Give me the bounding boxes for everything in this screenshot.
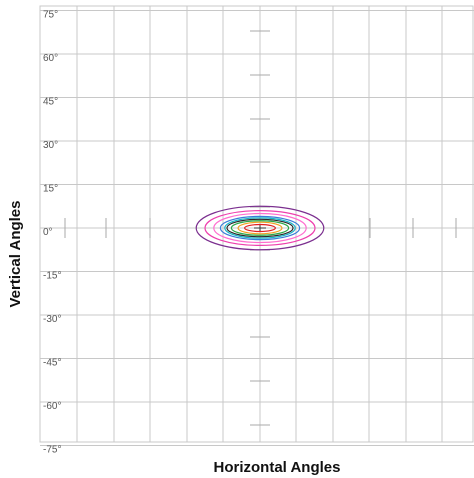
y-tick-label: 45° — [43, 97, 58, 108]
y-tick-label: -75° — [43, 445, 61, 456]
x-axis-label: Horizontal Angles — [214, 459, 341, 476]
contour-line — [219, 215, 301, 241]
contour-line — [204, 210, 316, 247]
contour-line — [226, 218, 294, 238]
y-tick-labels: 90°75°60°45°30°15°0°-15°-30°-45°-60°-75° — [43, 10, 61, 456]
y-tick-label: 0° — [43, 227, 53, 238]
contour-line — [195, 205, 325, 251]
plot-area — [39, 5, 474, 443]
y-tick-label: 15° — [43, 184, 58, 195]
y-tick-label: -60° — [43, 401, 61, 412]
side-ticks — [64, 218, 457, 238]
contour-line — [237, 221, 283, 235]
contour-line — [213, 212, 307, 244]
y-tick-label: 75° — [43, 10, 58, 21]
grid — [40, 6, 474, 446]
y-tick-label: -30° — [43, 314, 61, 325]
center-ticks — [250, 30, 270, 426]
contour-line — [230, 220, 290, 236]
y-axis-label: Vertical Angles — [7, 201, 24, 308]
contour-line — [224, 217, 296, 239]
y-tick-label: -45° — [43, 358, 61, 369]
contour-line — [244, 223, 277, 233]
y-tick-label: 60° — [43, 53, 58, 64]
contours — [195, 205, 325, 251]
y-tick-label: 30° — [43, 140, 58, 151]
plot-border — [39, 5, 474, 443]
y-tick-label: -15° — [43, 271, 61, 282]
